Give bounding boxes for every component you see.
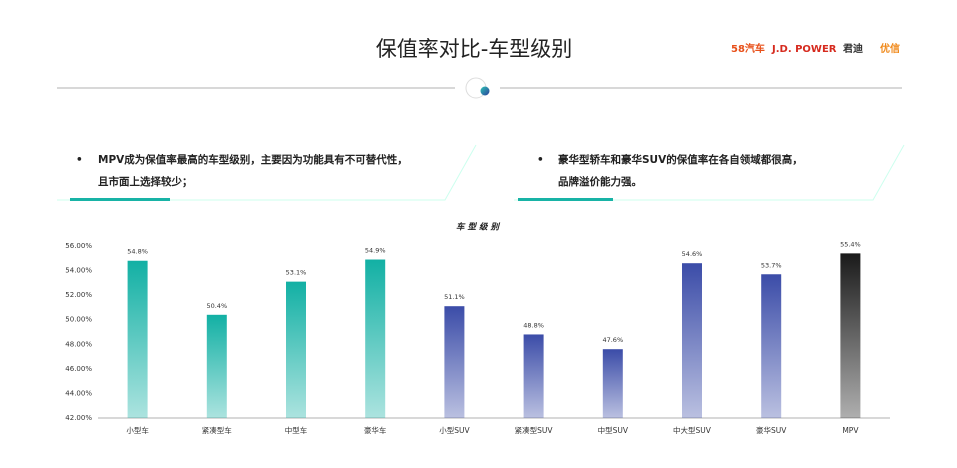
y-tick-label: 50.00% bbox=[65, 316, 92, 324]
value-label: 54.9% bbox=[365, 247, 386, 255]
box-accent bbox=[70, 198, 170, 201]
bar bbox=[761, 274, 782, 418]
x-tick-label: 紧凑型车 bbox=[202, 425, 232, 435]
x-tick-label: 豪华SUV bbox=[756, 425, 787, 435]
y-tick-label: 46.00% bbox=[65, 365, 92, 373]
bar bbox=[286, 281, 306, 418]
logo: 君迪 bbox=[843, 42, 863, 55]
y-tick-label: 44.00% bbox=[65, 389, 92, 397]
divider-dot bbox=[480, 86, 490, 96]
x-tick-label: 中型车 bbox=[285, 425, 308, 435]
logo: J.D. POWER bbox=[771, 44, 837, 55]
bar bbox=[365, 259, 386, 418]
logo: 优信 bbox=[880, 42, 900, 55]
bullet-mark: • bbox=[76, 154, 83, 166]
y-tick-label: 54.00% bbox=[65, 267, 92, 275]
value-label: 51.1% bbox=[444, 293, 465, 301]
value-label: 55.4% bbox=[840, 240, 861, 248]
box-accent bbox=[518, 198, 613, 201]
bullet-text: 且市面上选择较少； bbox=[98, 175, 193, 188]
bar bbox=[127, 260, 148, 418]
value-label: 48.8% bbox=[523, 321, 544, 329]
bullet-text: MPV成为保值率最高的车型级别，主要因为功能具有不可替代性， bbox=[98, 153, 408, 166]
bar bbox=[602, 349, 623, 418]
x-tick-label: 中型SUV bbox=[598, 425, 629, 435]
value-label: 53.1% bbox=[286, 269, 307, 277]
y-tick-label: 42.00% bbox=[65, 414, 92, 422]
bar bbox=[682, 263, 702, 418]
value-label: 54.6% bbox=[682, 250, 703, 258]
bullet-mark: • bbox=[537, 154, 544, 166]
x-tick-label: 豪华车 bbox=[364, 425, 387, 435]
y-tick-label: 48.00% bbox=[65, 340, 92, 348]
chart: 42.00% 44.00% 46.00% 48.00% 50.00% 52.00% 54.0… bbox=[65, 240, 890, 435]
chart-title: 车型级别 bbox=[456, 222, 502, 233]
bullet-text: 品牌溢价能力强。 bbox=[558, 175, 642, 188]
bar bbox=[444, 306, 465, 418]
value-label: 53.7% bbox=[761, 261, 782, 269]
x-tick-label: 紧凑型SUV bbox=[515, 425, 554, 435]
x-tick-label: MPV bbox=[842, 426, 859, 435]
value-label: 54.8% bbox=[127, 248, 148, 256]
bar bbox=[840, 253, 861, 418]
slide-title: 保值率对比-车型级别 bbox=[376, 37, 573, 61]
box-line bbox=[57, 144, 477, 201]
x-tick-label: 小型车 bbox=[126, 425, 149, 435]
x-tick-label: 中大型SUV bbox=[673, 425, 712, 435]
y-tick-label: 52.00% bbox=[65, 291, 92, 299]
value-label: 50.4% bbox=[206, 302, 227, 310]
y-tick-label: 56.00% bbox=[65, 242, 92, 250]
bullet-text: 豪华型轿车和豪华SUV的保值率在各自领域都很高， bbox=[558, 153, 803, 166]
value-label: 47.6% bbox=[602, 336, 623, 344]
bar bbox=[523, 334, 544, 418]
bar bbox=[206, 314, 227, 418]
x-tick-label: 小型SUV bbox=[439, 426, 470, 435]
box-line bbox=[514, 144, 905, 201]
logo: 58汽车 bbox=[731, 42, 765, 55]
